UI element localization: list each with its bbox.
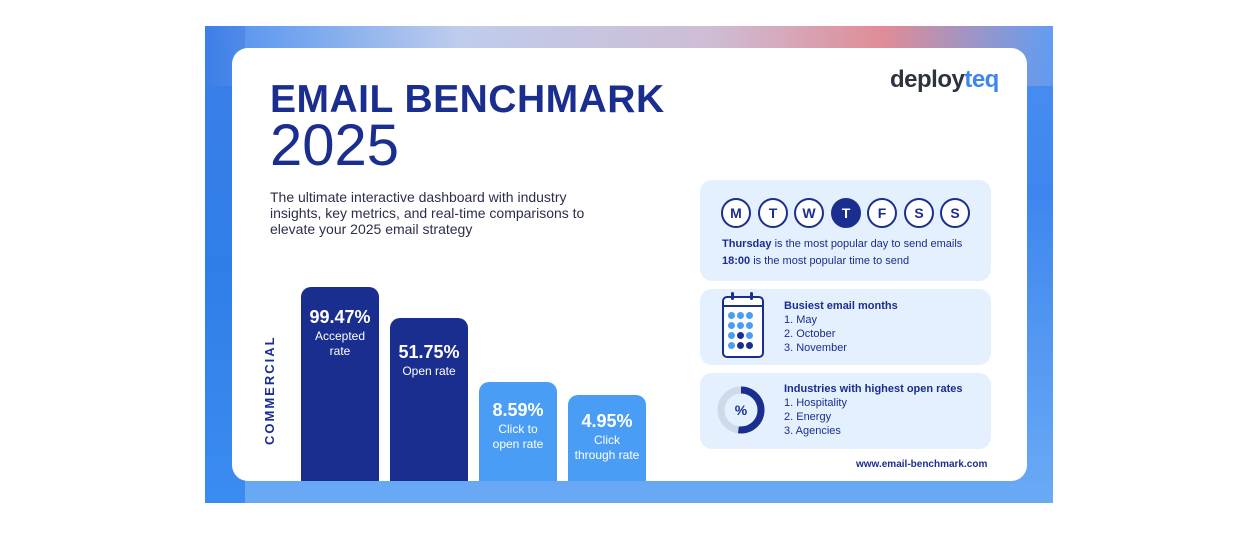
- weekday-tue[interactable]: T: [758, 198, 788, 228]
- busiest-month-item: 1. May: [784, 314, 818, 326]
- popular-day-text: Thursday is the most popular day to send…: [722, 238, 962, 250]
- calendar-dot: [746, 332, 753, 339]
- calendar-dot: [728, 312, 735, 319]
- calendar-ring: [750, 292, 753, 300]
- metric-label: open rate: [492, 437, 544, 451]
- footer-url-link[interactable]: www.email-benchmark.com: [856, 459, 988, 470]
- percent-symbol: %: [735, 402, 748, 418]
- metric-label: Accepted: [314, 329, 366, 343]
- metric-value: 99.47%: [309, 307, 371, 327]
- metric-value: 4.95%: [581, 411, 633, 431]
- calendar-dot: [737, 322, 744, 329]
- popular-day-strong: Thursday: [722, 238, 772, 250]
- popular-time-text: 18:00 is the most popular time to send: [722, 255, 909, 267]
- percent-donut-icon: %: [717, 386, 765, 434]
- popular-day-panel: [700, 180, 991, 281]
- weekday-fri[interactable]: F: [867, 198, 897, 228]
- metric-label: Click: [594, 433, 620, 447]
- metric-bar-open-rate[interactable]: 51.75% Open rate: [390, 318, 468, 481]
- metric-bar-accepted-rate[interactable]: 99.47% Accepted rate: [301, 287, 379, 481]
- page-title-year: 2025: [270, 113, 400, 178]
- popular-time-strong: 18:00: [722, 255, 751, 267]
- calendar-dot: [728, 342, 735, 349]
- calendar-dot: [728, 322, 735, 329]
- metric-bar-click-to-open-rate[interactable]: 8.59% Click to open rate: [479, 382, 557, 481]
- calendar-icon: [722, 292, 764, 358]
- calendar-dot: [746, 312, 753, 319]
- weekday-wed[interactable]: W: [794, 198, 824, 228]
- page-subtitle: The ultimate interactive dashboard with …: [270, 189, 585, 237]
- industry-item: 3. Agencies: [784, 425, 841, 437]
- weekday-sun[interactable]: S: [940, 198, 970, 228]
- donut-arc: [717, 386, 765, 434]
- calendar-dot: [746, 322, 753, 329]
- metric-label: through rate: [574, 448, 640, 462]
- metric-label: Click to: [498, 422, 538, 436]
- metric-label: rate: [329, 344, 351, 358]
- calendar-header-line: [724, 305, 762, 307]
- industry-item: 2. Energy: [784, 411, 832, 423]
- popular-time-rest: is the most popular time to send: [750, 255, 910, 267]
- metric-label: Open rate: [402, 364, 456, 378]
- calendar-dot: [737, 312, 744, 319]
- section-label-commercial: COMMERCIAL: [262, 335, 277, 445]
- metric-value: 51.75%: [398, 342, 460, 362]
- logo-part1: deploy: [890, 66, 965, 93]
- weekday-sat[interactable]: S: [904, 198, 934, 228]
- weekday-mon[interactable]: M: [721, 198, 751, 228]
- popular-day-rest: is the most popular day to send emails: [771, 238, 963, 250]
- busiest-month-item: 3. November: [784, 342, 847, 354]
- calendar-dot: [737, 332, 744, 339]
- calendar-dot: [728, 332, 735, 339]
- deployteq-logo[interactable]: deployteq: [890, 66, 999, 94]
- industries-title: Industries with highest open rates: [784, 383, 963, 395]
- metric-bar-click-through-rate[interactable]: 4.95% Click through rate: [568, 395, 646, 481]
- busiest-months-title: Busiest email months: [784, 300, 898, 312]
- weekday-thu[interactable]: T: [831, 198, 861, 228]
- metric-value: 8.59%: [492, 400, 544, 420]
- logo-part2: teq: [964, 66, 999, 93]
- calendar-ring: [731, 292, 734, 300]
- industry-item: 1. Hospitality: [784, 397, 847, 409]
- page-title: EMAIL BENCHMARK: [270, 78, 665, 121]
- calendar-dot: [746, 342, 753, 349]
- calendar-dot: [737, 342, 744, 349]
- industries-panel: [700, 373, 991, 449]
- busiest-month-item: 2. October: [784, 328, 836, 340]
